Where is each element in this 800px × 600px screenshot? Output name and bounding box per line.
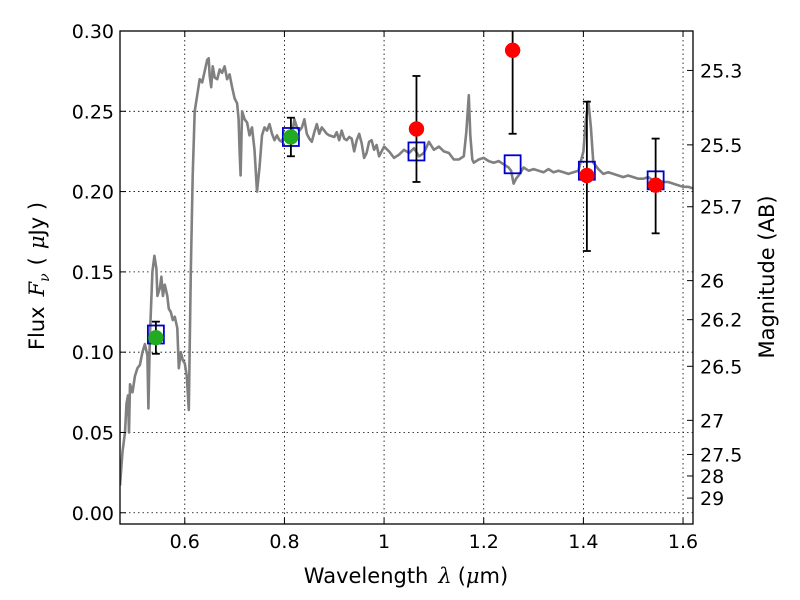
y-axis-label-symbol-sub: ν: [37, 273, 53, 282]
green-photometry-point: [283, 129, 299, 145]
x-axis-label-symbol: λ: [437, 564, 451, 588]
photometry-points: [146, 31, 665, 355]
x-axis-label-unit-open: (: [458, 564, 466, 588]
x-axis-label-text: Wavelength: [304, 564, 429, 588]
y-tick-label: 0.15: [72, 262, 114, 284]
green-photometry-point: [148, 329, 164, 346]
y-tick-label: 0.25: [72, 101, 114, 123]
y-axis-label-unit-mu: μ: [25, 235, 49, 249]
x-tick-label: 1.2: [469, 531, 499, 553]
y-axis-label-symbol: F: [25, 280, 49, 297]
model-spectrum-line: [120, 57, 693, 486]
y2-tick-label: 27.5: [700, 444, 742, 466]
y2-axis-label: Magnitude (AB): [755, 195, 779, 358]
x-axis-label-unit-mu: μ: [466, 564, 480, 588]
y2-tick-label: 28: [700, 466, 724, 488]
y-tick-label: 0.10: [72, 342, 114, 364]
y-axis-label-unit-open: (: [25, 257, 49, 265]
x-tick-label: 0.8: [269, 531, 299, 553]
y-tick-label: 0.20: [72, 182, 114, 204]
model-spectrum: [120, 57, 693, 486]
y-tick-label: 0.00: [72, 503, 114, 525]
red-photometry-point: [504, 42, 521, 59]
model-band-flux-marker: [503, 154, 522, 175]
plot-frame: [119, 30, 694, 525]
x-tick-label: 1.4: [568, 531, 598, 553]
y2-tick-label: 27: [700, 410, 724, 432]
y-axis-label-text: Flux: [25, 306, 49, 350]
y2-tick-label: 29: [700, 488, 724, 510]
x-tick-label: 1.6: [668, 531, 698, 553]
red-photometry-point: [579, 167, 595, 184]
x-tick-label: 0.6: [170, 531, 200, 553]
y2-tick-label: 26: [700, 271, 724, 293]
axis-ticks: [120, 30, 693, 524]
y2-tick-label: 25.5: [700, 135, 742, 157]
y-axis-label-unit-close: Jy ): [25, 202, 49, 238]
y-tick-label: 0.30: [72, 21, 114, 43]
x-tick-label: 1: [378, 531, 390, 553]
tick-labels: 0.6 0.8 1 1.2 1.4 1.6 0.00 0.05 0.10 0.15 0.20 0.25…: [72, 21, 743, 553]
y2-tick-label: 26.2: [700, 310, 742, 332]
red-photometry-point: [408, 121, 425, 137]
y-tick-label: 0.05: [72, 422, 114, 444]
y2-tick-label: 25.3: [700, 60, 742, 82]
y-axis-label: Flux Fν ( μJy ): [25, 202, 53, 350]
y2-tick-label: 25.7: [700, 197, 742, 219]
red-photometry-point: [647, 177, 664, 193]
y2-tick-label: 26.5: [700, 356, 742, 378]
x-axis-label: Wavelength λ (μm): [304, 564, 508, 588]
x-axis-label-unit-close: m): [480, 564, 509, 588]
